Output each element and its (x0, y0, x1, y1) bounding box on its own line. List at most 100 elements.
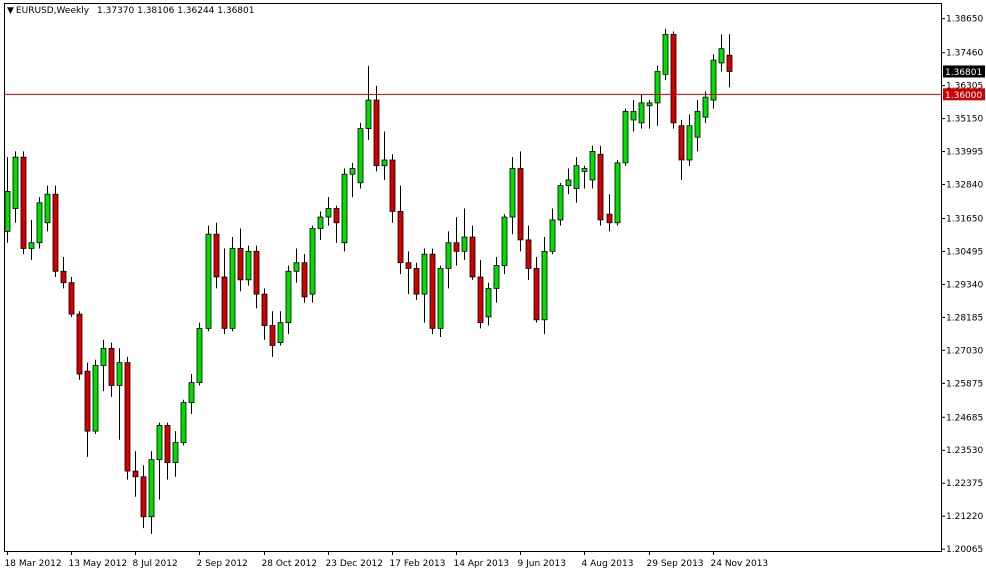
candle-bear (269, 325, 276, 346)
ohlc-readout: 1.37370 1.38106 1.36244 1.36801 (97, 6, 255, 16)
candle-bear (140, 476, 147, 518)
candle-bull (36, 202, 43, 244)
candle-bull (229, 248, 236, 329)
candle-bull (28, 242, 35, 249)
symbol-timeframe-label: EURUSD,Weekly (15, 6, 90, 16)
candle-bear (373, 99, 380, 167)
candle-bull (694, 111, 701, 138)
x-tick-label: 17 Feb 2013 (390, 559, 446, 569)
candle-bull (277, 322, 284, 344)
y-tick-label: 1.28185 (946, 313, 983, 323)
candle-bear (213, 233, 220, 278)
candle-bear (333, 208, 340, 224)
candle-bull (638, 102, 645, 124)
candle-bull (341, 173, 348, 244)
current-price-label: 1.36801 (945, 68, 982, 78)
candle-bull (317, 216, 324, 229)
candle-bear (76, 313, 83, 375)
candle-bear (84, 370, 91, 432)
candle-bear (60, 270, 67, 284)
candle-bear (678, 125, 685, 161)
candle-bull (461, 236, 468, 252)
candle-bull (718, 48, 725, 64)
y-tick-label: 1.29340 (946, 280, 983, 290)
candle-bull (541, 250, 548, 321)
candle-bear (726, 54, 733, 72)
candle-bull (622, 111, 629, 164)
candle-bull (293, 262, 300, 272)
x-tick-label: 13 May 2012 (69, 559, 128, 569)
y-tick-label: 1.22375 (946, 479, 983, 489)
candle-bull (148, 459, 155, 518)
candle-bull (245, 250, 252, 281)
candle-bull (501, 216, 508, 266)
candle-bull (557, 185, 564, 221)
candle-bull (702, 96, 709, 118)
y-tick-label: 1.27030 (946, 346, 983, 356)
candle-bull (172, 442, 179, 463)
y-tick-label: 1.25875 (946, 379, 983, 389)
y-tick-label: 1.38650 (946, 15, 983, 25)
candle-bull (573, 165, 580, 189)
chart-header: ▼ EURUSD,Weekly 1.37370 1.38106 1.36244 1.… (7, 6, 254, 16)
x-tick-label: 18 Mar 2012 (5, 559, 62, 569)
candle-bear (132, 470, 139, 478)
candle-bull (116, 362, 123, 386)
candle-bull (646, 102, 653, 107)
candle-bear (221, 276, 228, 329)
candle-bear (164, 425, 171, 463)
candle-bear (525, 239, 532, 269)
current-price-marker (943, 65, 985, 78)
candle-bull (44, 193, 51, 224)
y-tick-label: 1.33995 (946, 148, 983, 158)
candle-bull (581, 168, 588, 172)
x-tick-label: 9 Jun 2013 (518, 559, 566, 569)
candle-bear (533, 268, 540, 321)
candle-bull (205, 233, 212, 329)
y-tick-label: 1.36305 (946, 82, 983, 92)
x-tick-label: 24 Nov 2013 (711, 559, 769, 569)
candle-bear (405, 262, 412, 269)
candle-bull (509, 168, 516, 218)
candle-bull (92, 365, 99, 432)
candle-bull (565, 179, 572, 187)
candle-bear (397, 210, 404, 264)
candle-bear (453, 242, 460, 252)
candle-bull (285, 270, 292, 324)
candle-bull (381, 159, 388, 167)
candle-bull (493, 265, 500, 289)
x-tick-label: 29 Sep 2013 (647, 559, 704, 569)
candle-bull (589, 151, 596, 181)
x-tick-label: 2 Sep 2012 (197, 559, 248, 569)
candle-bull (445, 242, 452, 269)
candle-bull (325, 208, 332, 218)
candle-bear (253, 250, 260, 295)
candle-bull (686, 125, 693, 161)
candle-bull (662, 33, 669, 75)
candle-bull (437, 268, 444, 329)
y-tick-label: 1.37460 (946, 49, 983, 59)
candle-bull (12, 156, 19, 209)
candle-bear (52, 193, 59, 272)
candle-bear (124, 362, 131, 472)
level-price-label: 1.36000 (945, 91, 982, 101)
y-tick-label: 1.31650 (946, 214, 983, 224)
candle-bear (606, 213, 613, 224)
y-tick-label: 1.30495 (946, 247, 983, 257)
candle-bear (68, 282, 75, 315)
candle-bear (108, 347, 115, 386)
x-tick-label: 8 Jul 2012 (133, 559, 178, 569)
candle-bull (156, 425, 163, 461)
candle-bear (237, 248, 244, 281)
candle-bull (188, 382, 195, 403)
candle-bull (710, 59, 717, 101)
candle-bear (20, 156, 27, 249)
candle-bear (670, 33, 677, 124)
candle-bull (421, 253, 428, 295)
candle-bull (365, 99, 372, 129)
candle-bear (429, 253, 436, 329)
candle-bear (389, 159, 396, 212)
menu-triangle-icon[interactable]: ▼ (7, 6, 14, 16)
x-tick-label: 23 Dec 2012 (326, 559, 384, 569)
